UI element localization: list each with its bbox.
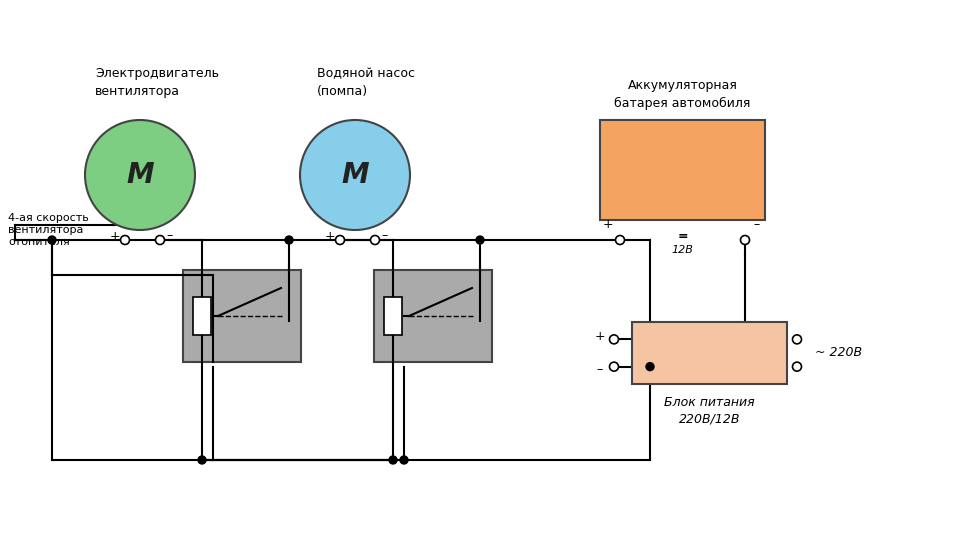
Bar [193, 297, 211, 335]
Text: +: + [594, 330, 606, 343]
Text: +: + [603, 218, 613, 232]
Circle shape [285, 236, 293, 244]
Text: +: + [324, 229, 335, 243]
Text: =: = [677, 229, 687, 243]
Text: Электродвигатель: Электродвигатель [95, 67, 219, 80]
Bar [632, 322, 787, 384]
Text: –: – [167, 229, 173, 243]
Circle shape [740, 235, 750, 245]
Text: –: – [382, 229, 388, 243]
Text: 220В/12В: 220В/12В [679, 412, 740, 425]
Text: +: + [109, 229, 120, 243]
Text: вентилятора: вентилятора [95, 85, 180, 98]
Text: М: М [126, 161, 154, 189]
Text: Водяной насос: Водяной насос [317, 67, 415, 80]
Circle shape [400, 456, 408, 464]
Circle shape [48, 236, 56, 244]
Text: 4-ая скорость
вентилятора
отопителя: 4-ая скорость вентилятора отопителя [8, 213, 88, 246]
Circle shape [121, 235, 130, 245]
Circle shape [793, 362, 802, 371]
Circle shape [615, 235, 625, 245]
Text: Блок питания: Блок питания [664, 396, 755, 409]
Circle shape [476, 236, 484, 244]
Circle shape [85, 120, 195, 230]
Text: –: – [754, 218, 760, 232]
Circle shape [793, 335, 802, 344]
Bar [600, 120, 765, 220]
Bar [374, 270, 492, 362]
Circle shape [156, 235, 164, 245]
Text: –: – [597, 363, 603, 376]
Bar [384, 297, 402, 335]
Circle shape [335, 235, 345, 245]
Text: М: М [341, 161, 369, 189]
Text: 12В: 12В [672, 245, 693, 255]
Text: ~ 220В: ~ 220В [815, 346, 862, 360]
Circle shape [198, 456, 206, 464]
Circle shape [371, 235, 379, 245]
Bar [183, 270, 301, 362]
Text: Аккумуляторная: Аккумуляторная [628, 79, 737, 92]
Circle shape [371, 236, 379, 244]
Circle shape [646, 362, 654, 371]
Circle shape [389, 456, 397, 464]
Circle shape [610, 362, 618, 371]
Text: батарея автомобиля: батарея автомобиля [614, 97, 751, 110]
Circle shape [156, 236, 164, 244]
Circle shape [610, 335, 618, 344]
Circle shape [121, 236, 129, 244]
Text: (помпа): (помпа) [317, 85, 368, 98]
Circle shape [336, 236, 344, 244]
Circle shape [300, 120, 410, 230]
Circle shape [121, 236, 129, 244]
